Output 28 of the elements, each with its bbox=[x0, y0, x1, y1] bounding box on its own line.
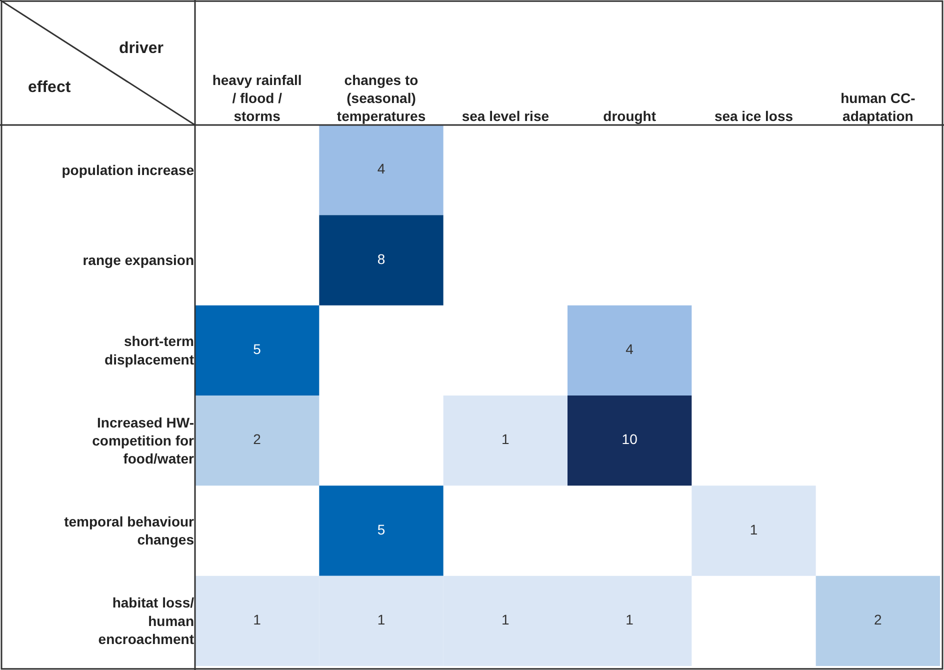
y-tick-label: temporal behaviour changes bbox=[64, 514, 195, 548]
data-label: 1 bbox=[253, 611, 262, 628]
x-tick-label: heavy rainfall / flood / storms bbox=[212, 72, 302, 124]
y-tick-label: Increased HW- competition for food/water bbox=[92, 414, 195, 467]
y-tick-label: population increase bbox=[62, 162, 194, 178]
y-axis-title: effect bbox=[28, 79, 72, 96]
data-label: 1 bbox=[377, 611, 386, 628]
data-label: 1 bbox=[750, 521, 758, 538]
data-label: 1 bbox=[502, 431, 510, 448]
data-label: 1 bbox=[502, 611, 510, 628]
y-tick-label: short-term displacement bbox=[104, 333, 194, 368]
y-tick-label: habitat loss/ human encroachment bbox=[98, 594, 194, 648]
data-label: 2 bbox=[874, 611, 882, 628]
data-label: 4 bbox=[377, 160, 386, 177]
data-label: 2 bbox=[253, 431, 262, 448]
x-axis-title: driver bbox=[119, 40, 164, 57]
data-label: 4 bbox=[626, 340, 634, 357]
data-label: 1 bbox=[626, 611, 634, 628]
y-tick-label: range expansion bbox=[82, 252, 194, 268]
data-label: 5 bbox=[377, 521, 386, 538]
data-label: 8 bbox=[377, 250, 386, 267]
x-tick-label: sea level rise bbox=[462, 108, 550, 124]
data-label: 10 bbox=[622, 431, 638, 448]
x-tick-label: drought bbox=[603, 108, 656, 124]
data-label: 5 bbox=[253, 340, 262, 357]
x-tick-label: human CC- adaptation bbox=[840, 90, 916, 124]
x-tick-label: changes to (seasonal) temperatures bbox=[336, 72, 426, 124]
x-tick-label: sea ice loss bbox=[714, 108, 794, 124]
